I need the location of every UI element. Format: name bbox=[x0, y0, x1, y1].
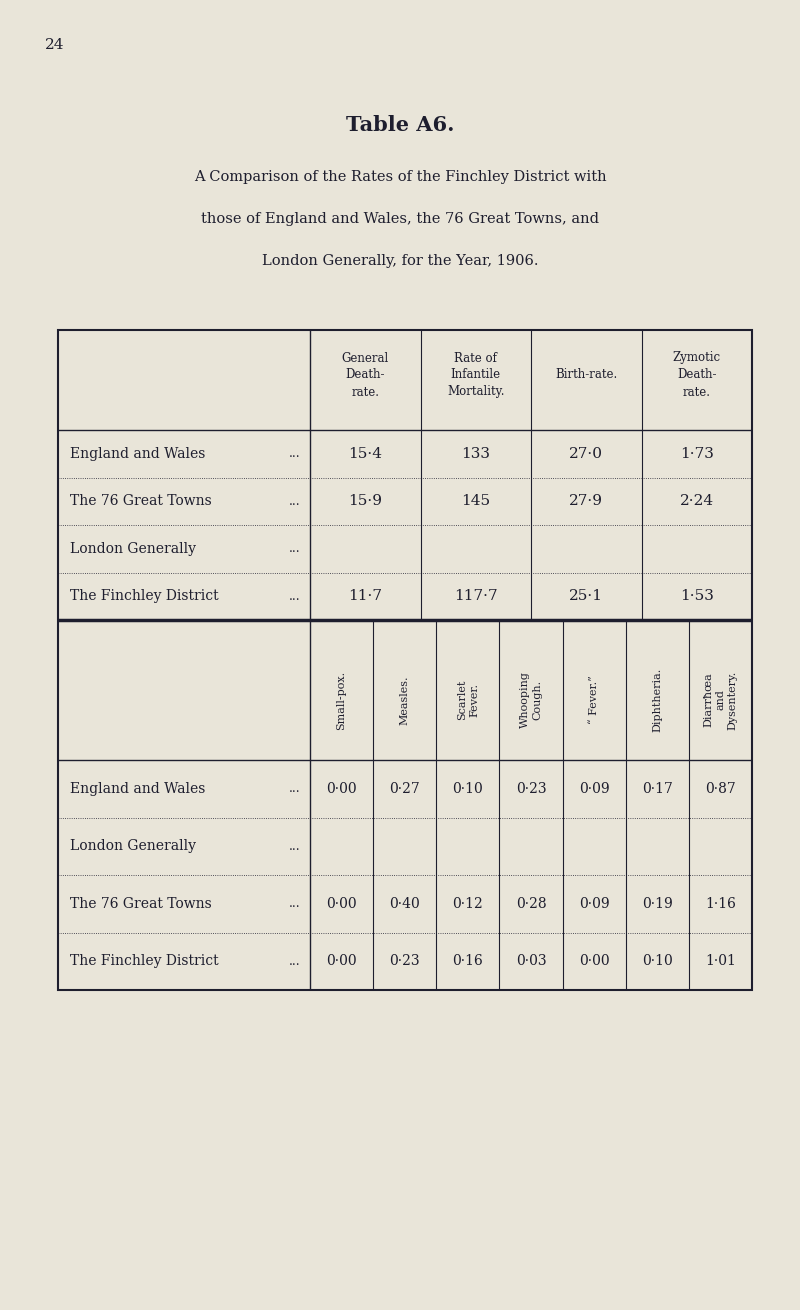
Text: 25·1: 25·1 bbox=[570, 590, 603, 603]
Text: 1·01: 1·01 bbox=[705, 954, 736, 968]
Text: 0·87: 0·87 bbox=[705, 782, 736, 795]
Text: 11·7: 11·7 bbox=[348, 590, 382, 603]
Text: “ Fever.”: “ Fever.” bbox=[589, 676, 599, 724]
Text: 0·28: 0·28 bbox=[516, 897, 546, 910]
Text: 1·53: 1·53 bbox=[680, 590, 714, 603]
Text: 117·7: 117·7 bbox=[454, 590, 498, 603]
Text: 0·12: 0·12 bbox=[453, 897, 483, 910]
Text: 15·4: 15·4 bbox=[348, 447, 382, 461]
Text: Diphtheria.: Diphtheria. bbox=[652, 668, 662, 732]
Bar bbox=[58, 330, 752, 990]
Text: London Generally: London Generally bbox=[70, 840, 196, 853]
Text: England and Wales: England and Wales bbox=[70, 782, 206, 795]
Text: Small-pox.: Small-pox. bbox=[337, 671, 346, 730]
Text: Diarrħœa
and
Dysentery.: Diarrħœa and Dysentery. bbox=[703, 671, 738, 730]
Text: Zymotic
Death-
rate.: Zymotic Death- rate. bbox=[673, 351, 721, 398]
Text: Birth-rate.: Birth-rate. bbox=[555, 368, 618, 381]
Text: Measles.: Measles. bbox=[400, 675, 410, 724]
Text: 0·09: 0·09 bbox=[579, 897, 610, 910]
Text: London Generally, for the Year, 1906.: London Generally, for the Year, 1906. bbox=[262, 254, 538, 269]
Text: 0·09: 0·09 bbox=[579, 782, 610, 795]
Text: 15·9: 15·9 bbox=[348, 494, 382, 508]
Text: 0·23: 0·23 bbox=[516, 782, 546, 795]
Text: 0·27: 0·27 bbox=[390, 782, 420, 795]
Text: 133: 133 bbox=[462, 447, 490, 461]
Text: 0·00: 0·00 bbox=[326, 954, 357, 968]
Text: 0·19: 0·19 bbox=[642, 897, 673, 910]
Text: ...: ... bbox=[288, 542, 300, 555]
Text: 0·00: 0·00 bbox=[326, 897, 357, 910]
Text: 0·10: 0·10 bbox=[642, 954, 673, 968]
Text: ...: ... bbox=[288, 955, 300, 968]
Text: The Finchley District: The Finchley District bbox=[70, 954, 218, 968]
Text: Table A6.: Table A6. bbox=[346, 115, 454, 135]
Text: 0·00: 0·00 bbox=[326, 782, 357, 795]
Text: Whooping
Cough.: Whooping Cough. bbox=[520, 672, 542, 728]
Text: London Generally: London Generally bbox=[70, 542, 196, 555]
Text: The 76 Great Towns: The 76 Great Towns bbox=[70, 897, 212, 910]
Text: 1·16: 1·16 bbox=[705, 897, 736, 910]
Text: The Finchley District: The Finchley District bbox=[70, 590, 218, 603]
Text: England and Wales: England and Wales bbox=[70, 447, 206, 461]
Text: Rate of
Infantile
Mortality.: Rate of Infantile Mortality. bbox=[447, 351, 505, 398]
Text: ...: ... bbox=[288, 495, 300, 508]
Text: ...: ... bbox=[288, 447, 300, 460]
Text: 27·9: 27·9 bbox=[570, 494, 603, 508]
Text: 0·00: 0·00 bbox=[579, 954, 610, 968]
Text: 27·0: 27·0 bbox=[570, 447, 603, 461]
Text: 0·23: 0·23 bbox=[390, 954, 420, 968]
Text: 0·10: 0·10 bbox=[453, 782, 483, 795]
Text: 145: 145 bbox=[461, 494, 490, 508]
Text: The 76 Great Towns: The 76 Great Towns bbox=[70, 494, 212, 508]
Text: ...: ... bbox=[288, 590, 300, 603]
Text: 0·40: 0·40 bbox=[390, 897, 420, 910]
Text: 2·24: 2·24 bbox=[680, 494, 714, 508]
Text: A Comparison of the Rates of the Finchley District with: A Comparison of the Rates of the Finchle… bbox=[194, 170, 606, 183]
Text: 1·73: 1·73 bbox=[680, 447, 714, 461]
Text: 0·03: 0·03 bbox=[516, 954, 546, 968]
Text: ...: ... bbox=[288, 840, 300, 853]
Text: 0·16: 0·16 bbox=[453, 954, 483, 968]
Text: ...: ... bbox=[288, 782, 300, 795]
Text: 24: 24 bbox=[45, 38, 65, 52]
Text: ...: ... bbox=[288, 897, 300, 910]
Text: General
Death-
rate.: General Death- rate. bbox=[342, 351, 389, 398]
Text: Scarlet
Fever.: Scarlet Fever. bbox=[457, 680, 479, 720]
Text: those of England and Wales, the 76 Great Towns, and: those of England and Wales, the 76 Great… bbox=[201, 212, 599, 227]
Text: 0·17: 0·17 bbox=[642, 782, 673, 795]
